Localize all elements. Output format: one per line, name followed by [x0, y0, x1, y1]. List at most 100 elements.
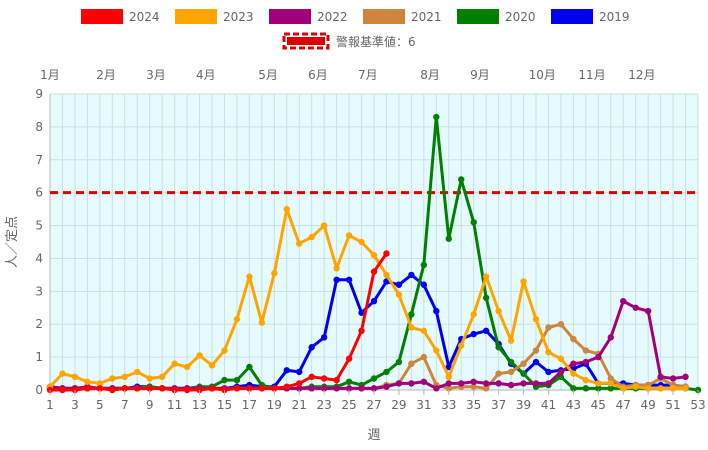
data-point[interactable] [196, 352, 203, 359]
data-point[interactable] [570, 370, 577, 377]
data-point[interactable] [557, 321, 565, 328]
data-point[interactable] [296, 385, 303, 392]
data-point[interactable] [283, 367, 290, 374]
data-point[interactable] [171, 360, 178, 367]
data-point[interactable] [233, 316, 241, 323]
data-point[interactable] [146, 385, 153, 392]
data-point[interactable] [657, 373, 664, 381]
data-point[interactable] [433, 385, 440, 392]
data-point[interactable] [395, 281, 403, 288]
data-point[interactable] [296, 368, 303, 376]
data-point[interactable] [507, 381, 515, 389]
data-point[interactable] [482, 273, 490, 280]
data-point[interactable] [221, 376, 228, 384]
data-point[interactable] [395, 358, 403, 366]
data-point[interactable] [333, 385, 340, 392]
data-point[interactable] [570, 360, 577, 367]
data-point[interactable] [520, 278, 527, 285]
data-point[interactable] [458, 176, 465, 183]
data-point[interactable] [121, 385, 128, 392]
data-point[interactable] [345, 355, 353, 362]
data-point[interactable] [632, 383, 639, 390]
data-point[interactable] [445, 385, 452, 392]
data-point[interactable] [532, 380, 540, 387]
data-point[interactable] [420, 353, 428, 361]
data-point[interactable] [158, 373, 166, 381]
data-point[interactable] [545, 348, 552, 356]
data-point[interactable] [632, 304, 639, 311]
data-point[interactable] [395, 291, 403, 298]
data-point[interactable] [59, 386, 66, 394]
data-point[interactable] [395, 380, 403, 387]
data-point[interactable] [433, 347, 440, 354]
data-point[interactable] [470, 311, 477, 318]
data-point[interactable] [320, 375, 328, 382]
data-point[interactable] [84, 385, 91, 392]
legend-item-2023[interactable]: 2023 [175, 9, 254, 24]
data-point[interactable] [358, 385, 365, 392]
data-point[interactable] [383, 250, 390, 257]
data-point[interactable] [482, 327, 490, 334]
data-point[interactable] [96, 385, 104, 392]
data-point[interactable] [470, 219, 477, 226]
data-point[interactable] [84, 378, 91, 385]
data-point[interactable] [482, 380, 490, 387]
data-point[interactable] [333, 265, 340, 272]
data-point[interactable] [445, 363, 452, 371]
data-point[interactable] [109, 386, 116, 394]
data-point[interactable] [345, 378, 353, 385]
data-point[interactable] [507, 337, 515, 344]
data-point[interactable] [570, 385, 577, 392]
data-point[interactable] [520, 380, 527, 387]
data-point[interactable] [109, 375, 116, 382]
data-point[interactable] [644, 307, 652, 315]
data-point[interactable] [408, 360, 415, 367]
data-point[interactable] [333, 276, 340, 284]
data-point[interactable] [158, 385, 166, 392]
data-point[interactable] [607, 380, 614, 387]
data-point[interactable] [669, 385, 677, 392]
data-point[interactable] [370, 375, 378, 382]
data-point[interactable] [458, 380, 465, 387]
data-point[interactable] [582, 385, 590, 392]
data-point[interactable] [520, 360, 527, 367]
data-point[interactable] [545, 368, 552, 376]
legend-item-2020[interactable]: 2020 [457, 9, 536, 24]
data-point[interactable] [532, 316, 540, 323]
data-point[interactable] [183, 386, 191, 394]
data-point[interactable] [445, 373, 452, 381]
data-point[interactable] [607, 375, 614, 382]
data-point[interactable] [420, 327, 428, 334]
data-point[interactable] [557, 368, 565, 376]
data-point[interactable] [134, 368, 141, 376]
legend-item-2019[interactable]: 2019 [551, 9, 630, 24]
data-point[interactable] [595, 380, 602, 387]
data-point[interactable] [595, 353, 602, 361]
legend-item-threshold[interactable]: 警報基準値：6 [282, 32, 416, 50]
data-point[interactable] [408, 380, 415, 387]
data-point[interactable] [345, 232, 353, 239]
data-point[interactable] [258, 319, 266, 326]
data-point[interactable] [320, 222, 328, 229]
data-point[interactable] [383, 368, 390, 376]
data-point[interactable] [221, 347, 228, 354]
data-point[interactable] [146, 375, 153, 382]
data-point[interactable] [482, 294, 490, 302]
data-point[interactable] [607, 385, 614, 392]
data-point[interactable] [545, 380, 552, 387]
data-point[interactable] [582, 358, 590, 366]
data-point[interactable] [370, 268, 378, 275]
legend-item-2022[interactable]: 2022 [269, 9, 348, 24]
data-point[interactable] [570, 335, 577, 343]
data-point[interactable] [271, 385, 278, 392]
data-point[interactable] [246, 363, 253, 371]
data-point[interactable] [482, 385, 490, 392]
data-point[interactable] [296, 240, 303, 247]
data-point[interactable] [607, 334, 614, 341]
data-point[interactable] [582, 376, 590, 384]
data-point[interactable] [208, 385, 216, 392]
data-point[interactable] [333, 376, 340, 384]
data-point[interactable] [420, 261, 428, 269]
data-point[interactable] [657, 385, 664, 392]
data-point[interactable] [320, 385, 328, 392]
